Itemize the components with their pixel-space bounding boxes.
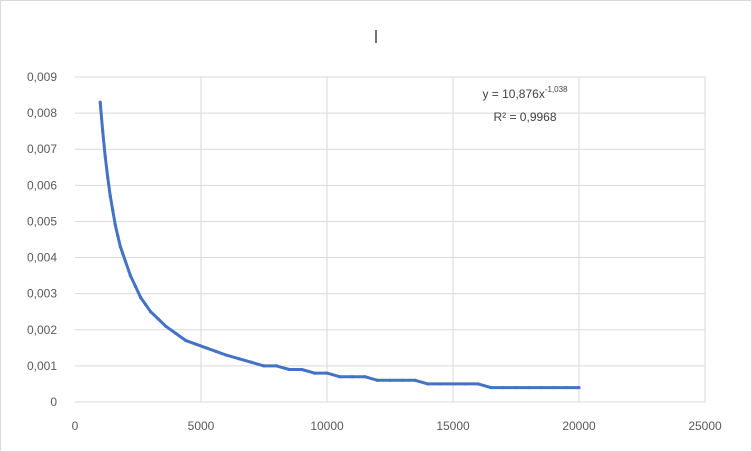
data-point <box>224 353 228 357</box>
y-tick-label: 0,003 <box>27 287 57 301</box>
data-point <box>143 302 148 307</box>
x-tick-label: 5000 <box>188 419 215 433</box>
data-point <box>476 382 480 386</box>
y-tick-label: 0,005 <box>27 214 57 228</box>
data-point <box>164 324 168 328</box>
y-tick-label: 0,001 <box>27 359 57 373</box>
data-point <box>300 367 304 372</box>
data-point <box>489 385 493 390</box>
data-point <box>237 357 241 361</box>
data-point <box>451 382 455 386</box>
trendline-equation: y = 10,876x-1,038 <box>482 85 568 101</box>
data-point <box>116 234 120 238</box>
data-point <box>501 385 505 390</box>
data-point <box>184 339 188 343</box>
data-point <box>262 364 266 368</box>
data-point <box>375 378 379 382</box>
data-point <box>438 382 442 386</box>
y-tick-label: 0,008 <box>27 106 57 120</box>
data-point <box>552 385 556 390</box>
data-point <box>214 349 218 354</box>
trendline-equation-base: y = 10,876x <box>482 87 544 101</box>
data-point <box>401 378 405 382</box>
data-point <box>128 274 133 278</box>
data-point <box>413 378 417 382</box>
data-point <box>464 382 468 386</box>
data-point <box>149 310 153 314</box>
x-tick-label: 15000 <box>436 419 470 433</box>
data-point <box>103 154 107 159</box>
data-point <box>111 209 115 213</box>
data-point <box>514 385 518 390</box>
trendline-r2: R² = 0,9968 <box>493 110 556 124</box>
trendline-equation-exponent: -1,038 <box>545 85 568 94</box>
y-tick-labels: 0 0,001 0,002 0,003 0,004 0,005 0,006 0,007 0,00… <box>27 70 57 409</box>
data-point <box>338 375 342 379</box>
data-point <box>275 364 279 368</box>
data-point <box>106 176 110 180</box>
data-point <box>312 371 316 375</box>
data-point <box>133 284 138 289</box>
x-tick-label: 20000 <box>562 419 596 433</box>
data-point <box>350 375 354 379</box>
data-point <box>138 295 143 299</box>
data-point <box>118 245 122 249</box>
y-tick-label: 0,009 <box>27 70 57 84</box>
chart-title: I <box>373 27 378 47</box>
y-tick-label: 0,002 <box>27 323 57 337</box>
x-tick-label: 25000 <box>688 419 722 433</box>
data-point <box>121 252 125 256</box>
series-line <box>98 102 579 390</box>
y-tick-label: 0 <box>50 395 57 409</box>
x-tick-label: 10000 <box>310 419 344 433</box>
data-point <box>564 385 569 390</box>
data-point <box>363 375 367 379</box>
x-tick-labels: 0 5000 10000 15000 20000 25000 <box>72 419 722 433</box>
data-point <box>156 317 160 321</box>
data-series <box>98 100 581 390</box>
data-point <box>113 223 117 227</box>
y-tick-label: 0,007 <box>27 142 57 156</box>
data-point <box>204 346 208 350</box>
y-tick-label: 0,006 <box>27 178 57 192</box>
data-point <box>249 360 253 364</box>
data-point <box>426 382 430 386</box>
data-point <box>123 259 127 263</box>
data-point <box>101 129 105 133</box>
data-point <box>108 194 112 198</box>
data-point <box>577 385 581 390</box>
data-point <box>325 371 329 375</box>
data-point <box>98 100 102 104</box>
data-point <box>539 385 543 390</box>
data-point <box>388 378 392 382</box>
data-point <box>174 331 178 335</box>
x-tick-label: 0 <box>72 419 79 433</box>
data-point <box>194 342 198 346</box>
data-point <box>287 367 291 372</box>
data-point <box>527 385 531 390</box>
grid-lines <box>75 76 706 403</box>
y-tick-label: 0,004 <box>27 251 57 265</box>
